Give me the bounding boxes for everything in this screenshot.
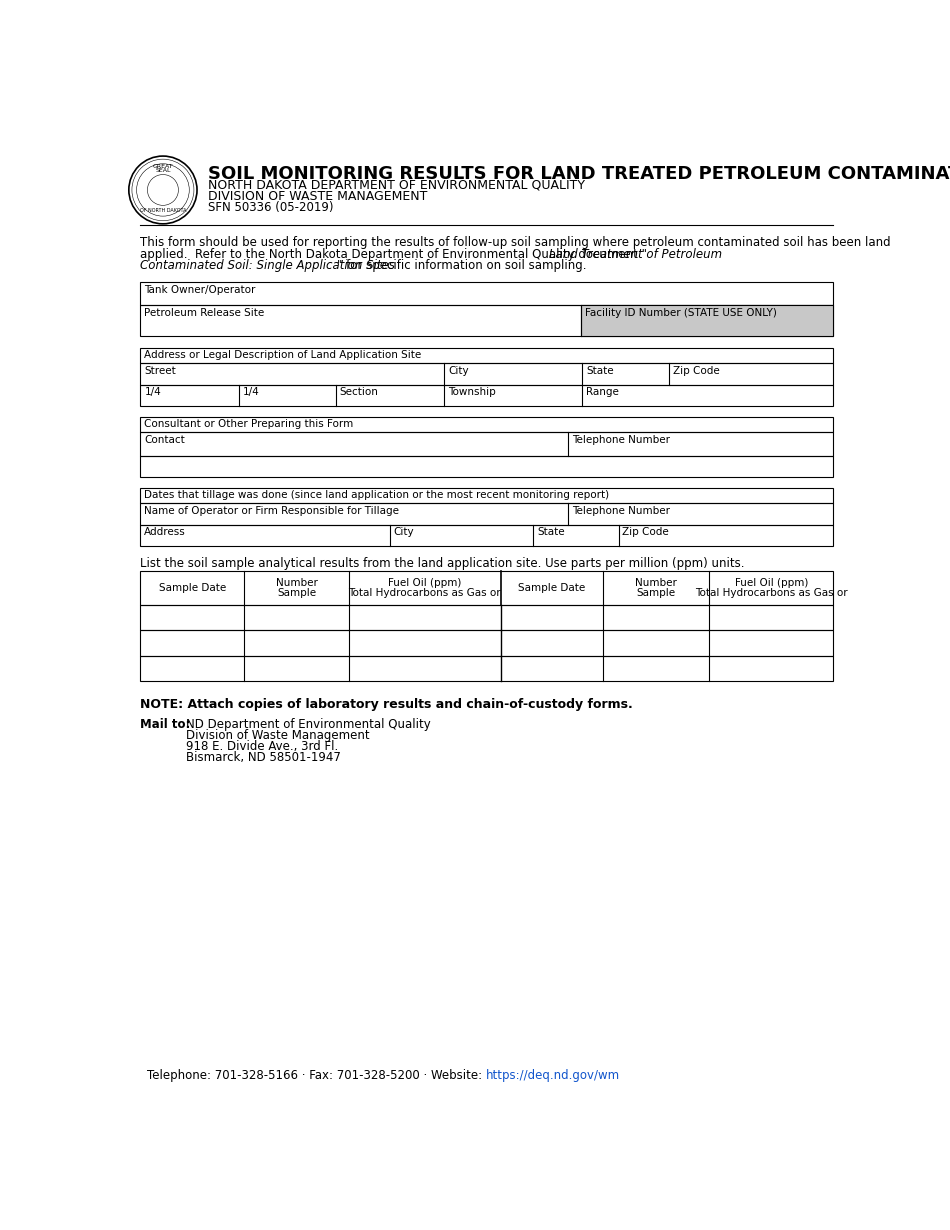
Text: Division of Waste Management: Division of Waste Management — [186, 729, 370, 742]
Text: OF NORTH DAKOTA: OF NORTH DAKOTA — [140, 208, 186, 213]
Text: Section: Section — [340, 387, 378, 397]
Text: Facility ID Number (STATE USE ONLY): Facility ID Number (STATE USE ONLY) — [584, 308, 776, 317]
Text: Zip Code: Zip Code — [622, 528, 669, 538]
Text: Address: Address — [144, 528, 186, 538]
Bar — [141, 363, 833, 385]
Text: Sample Date: Sample Date — [159, 583, 226, 593]
Text: Telephone Number: Telephone Number — [572, 435, 670, 445]
Text: 1/4: 1/4 — [243, 387, 259, 397]
Text: Petroleum Release Site: Petroleum Release Site — [144, 308, 264, 317]
Text: Fuel Oil (ppm): Fuel Oil (ppm) — [389, 578, 462, 588]
Bar — [141, 605, 833, 631]
Text: Bismarck, ND 58501-1947: Bismarck, ND 58501-1947 — [186, 750, 341, 764]
Text: Telephone Number: Telephone Number — [572, 506, 670, 515]
Bar — [580, 305, 833, 336]
Bar — [141, 283, 833, 305]
Bar — [141, 348, 833, 363]
Text: Sample Date: Sample Date — [519, 583, 585, 593]
Text: Sample: Sample — [636, 588, 675, 598]
Text: Land Treatment of Petroleum: Land Treatment of Petroleum — [549, 247, 722, 261]
Bar — [141, 433, 833, 455]
Text: ND Department of Environmental Quality: ND Department of Environmental Quality — [186, 718, 431, 731]
Text: Contact: Contact — [144, 435, 185, 445]
Text: Fuel Oil (ppm): Fuel Oil (ppm) — [734, 578, 808, 588]
Bar — [141, 503, 833, 525]
Text: City: City — [448, 365, 468, 375]
Text: GREAT: GREAT — [153, 164, 173, 169]
Text: Total Hydrocarbons as Gas or: Total Hydrocarbons as Gas or — [349, 588, 502, 598]
Text: List the soil sample analytical results from the land application site. Use part: List the soil sample analytical results … — [141, 557, 745, 571]
Text: SOIL MONITORING RESULTS FOR LAND TREATED PETROLEUM CONTAMINATED SOIL: SOIL MONITORING RESULTS FOR LAND TREATED… — [208, 165, 950, 182]
Text: Total Hydrocarbons as Gas or: Total Hydrocarbons as Gas or — [695, 588, 847, 598]
Text: Name of Operator or Firm Responsible for Tillage: Name of Operator or Firm Responsible for… — [144, 506, 399, 515]
Text: Address or Legal Description of Land Application Site: Address or Legal Description of Land App… — [144, 351, 422, 360]
Text: State: State — [538, 528, 565, 538]
Text: Contaminated Soil: Single Application Sites: Contaminated Soil: Single Application Si… — [141, 260, 395, 272]
Text: Street: Street — [144, 365, 176, 375]
Text: This form should be used for reporting the results of follow-up soil sampling wh: This form should be used for reporting t… — [141, 236, 891, 250]
Bar — [141, 571, 833, 605]
Text: 1/4: 1/4 — [144, 387, 162, 397]
Bar — [141, 525, 833, 546]
Text: DIVISION OF WASTE MANAGEMENT: DIVISION OF WASTE MANAGEMENT — [208, 189, 428, 203]
Bar — [141, 631, 833, 656]
Bar — [141, 417, 833, 433]
Bar — [141, 656, 833, 681]
Text: Mail to:: Mail to: — [141, 718, 191, 731]
Text: Range: Range — [586, 387, 619, 397]
Text: Telephone: 701-328-5166 · Fax: 701-328-5200 · Website:: Telephone: 701-328-5166 · Fax: 701-328-5… — [147, 1069, 486, 1082]
Text: SEAL: SEAL — [155, 169, 171, 173]
Text: State: State — [586, 365, 614, 375]
Bar — [141, 488, 833, 503]
Text: NORTH DAKOTA DEPARTMENT OF ENVIRONMENTAL QUALITY: NORTH DAKOTA DEPARTMENT OF ENVIRONMENTAL… — [208, 178, 585, 192]
Text: Zip Code: Zip Code — [673, 365, 720, 375]
Text: Tank Owner/Operator: Tank Owner/Operator — [144, 284, 256, 295]
Text: Township: Township — [448, 387, 496, 397]
Bar — [141, 455, 833, 477]
Text: Number: Number — [276, 578, 317, 588]
Circle shape — [129, 156, 197, 224]
Text: City: City — [394, 528, 414, 538]
Text: Sample: Sample — [277, 588, 316, 598]
Text: https://deq.nd.gov/wm: https://deq.nd.gov/wm — [486, 1069, 620, 1082]
Text: applied.  Refer to the North Dakota Department of Environmental Quality document: applied. Refer to the North Dakota Depar… — [141, 247, 648, 261]
Text: 918 E. Divide Ave., 3rd Fl.: 918 E. Divide Ave., 3rd Fl. — [186, 739, 338, 753]
Text: " for specific information on soil sampling.: " for specific information on soil sampl… — [336, 260, 586, 272]
Text: Dates that tillage was done (since land application or the most recent monitorin: Dates that tillage was done (since land … — [144, 491, 610, 501]
Text: SFN 50336 (05-2019): SFN 50336 (05-2019) — [208, 200, 333, 214]
Text: NOTE: Attach copies of laboratory results and chain-of-custody forms.: NOTE: Attach copies of laboratory result… — [141, 699, 634, 711]
Bar — [141, 305, 833, 336]
Text: Consultant or Other Preparing this Form: Consultant or Other Preparing this Form — [144, 419, 353, 429]
Bar — [141, 385, 833, 406]
Text: Number: Number — [636, 578, 677, 588]
